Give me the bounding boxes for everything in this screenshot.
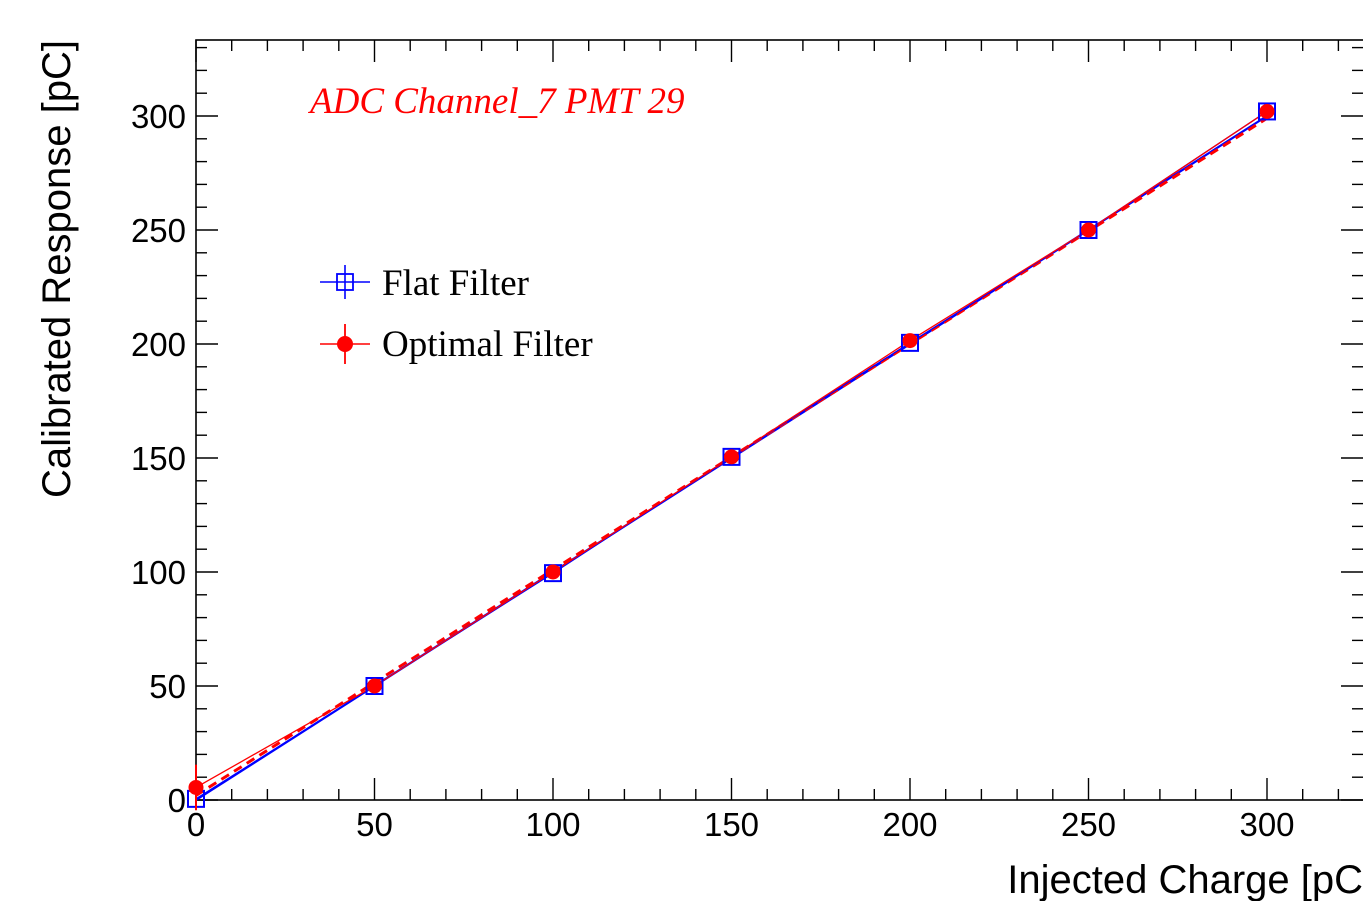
legend-entry-flat-filter: Flat Filter <box>320 263 529 304</box>
y-tick-label: 150 <box>131 440 186 477</box>
data-point-flat-filter <box>1258 102 1276 121</box>
marker-circle <box>188 779 204 795</box>
marker-circle <box>1259 103 1275 119</box>
legend-marker-optimal-filter <box>337 336 353 352</box>
legend-marker-flat-filter <box>336 273 354 291</box>
y-tick-label: 250 <box>131 212 186 249</box>
data-point-optimal-filter <box>545 564 561 580</box>
x-tick-label: 50 <box>356 806 393 843</box>
y-tick-label: 300 <box>131 98 186 135</box>
annotation-label: ADC Channel_7 PMT 29 <box>307 81 684 122</box>
data-point-optimal-filter <box>188 764 204 811</box>
marker-circle <box>367 678 382 694</box>
plot-frame <box>195 39 1363 801</box>
data-point-optimal-filter <box>902 333 918 349</box>
x-axis-title: Injected Charge [pC <box>1007 858 1363 901</box>
y-tick-label: 50 <box>149 668 186 705</box>
data-point-optimal-filter <box>1259 103 1275 119</box>
marker-square <box>722 447 741 466</box>
marker-square <box>1258 102 1276 121</box>
data-point-optimal-filter <box>367 678 382 694</box>
x-tick-label: 100 <box>525 806 580 843</box>
data-point-flat-filter <box>365 677 384 695</box>
data-point-optimal-filter <box>1081 222 1096 238</box>
data-point-flat-filter <box>1079 221 1098 239</box>
legend-label-flat-filter: Flat Filter <box>382 263 529 304</box>
marker-circle <box>902 333 918 349</box>
x-tick-label: 0 <box>187 806 205 843</box>
axes: 0 50 100 150 200 250 300 0 50 100 150 200 250 300 <box>131 39 1363 843</box>
x-tick-label: 250 <box>1061 806 1116 843</box>
marker-square <box>1079 221 1098 239</box>
x-tick-label: 200 <box>882 806 937 843</box>
x-tick-label: 150 <box>704 806 759 843</box>
y-axis-title: Calibrated Response [pC] <box>35 40 79 498</box>
legend-entry-optimal-filter: Optimal Filter <box>320 324 593 365</box>
legend: Flat Filter Optimal Filter <box>320 263 593 365</box>
data-point-flat-filter <box>722 447 741 466</box>
y-tick-label: 100 <box>131 554 186 591</box>
marker-circle <box>545 564 561 580</box>
series-marks <box>187 102 1276 811</box>
marker-square <box>365 677 384 695</box>
x-tick-label: 300 <box>1239 806 1294 843</box>
y-tick-label: 0 <box>168 782 186 819</box>
data-point-optimal-filter <box>724 449 739 465</box>
y-tick-label: 200 <box>131 326 186 363</box>
legend-label-optimal-filter: Optimal Filter <box>382 324 593 365</box>
marker-circle <box>1081 222 1096 238</box>
marker-circle <box>724 449 739 465</box>
